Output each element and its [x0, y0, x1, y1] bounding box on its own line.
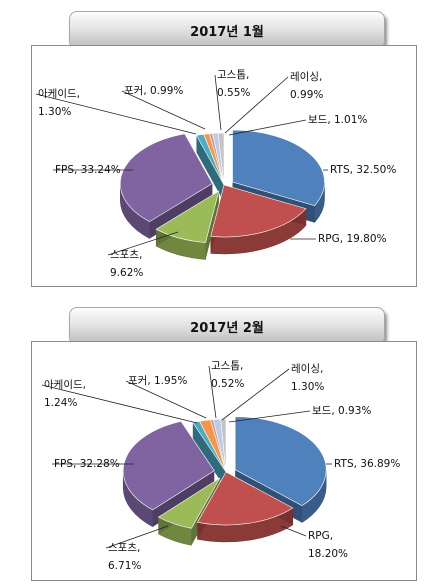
chart-panel-feb: 2017년 2월 RTS, 36.89% RPG, 18.20% 스포츠, 6.71% F…	[0, 293, 427, 586]
pie-slice-0	[232, 129, 325, 206]
data-label-text: 0.55%	[217, 87, 250, 99]
data-label-text: 스포츠,	[110, 249, 142, 261]
pie-slice-0	[234, 416, 327, 507]
data-label: FPS, 33.24%	[53, 164, 133, 176]
data-label-text: 아케이드,	[38, 88, 80, 100]
data-label: 보드, 0.93%	[228, 405, 371, 423]
pie-slice-2	[155, 190, 220, 243]
chart-title-feb: 2017년 2월	[69, 307, 385, 345]
data-label-text: 레이싱,	[291, 363, 323, 375]
data-label-text: 18.20%	[308, 548, 348, 560]
data-label: 포커, 0.99%	[121, 85, 206, 130]
chart-title-jan: 2017년 1월	[69, 11, 385, 49]
labels: RTS, 36.89% RPG, 18.20% 스포츠, 6.71% FPS, 32.28…	[41, 360, 400, 572]
data-label: RTS, 36.89%	[326, 458, 400, 470]
data-label-text: RPG, 19.80%	[318, 233, 386, 245]
data-label-text: 보드, 1.01%	[308, 114, 367, 126]
chart-panel-jan: 2017년 1월 RTS, 32.50% RPG, 19.80% 스포츠, 9.62%…	[31, 11, 417, 287]
data-label: RPG, 19.80%	[290, 233, 386, 245]
data-label-text: 9.62%	[110, 267, 143, 279]
data-label-text: 아케이드,	[44, 379, 86, 391]
pie-chart-jan: RTS, 32.50% RPG, 19.80% 스포츠, 9.62% FPS, 33.2…	[35, 69, 396, 279]
data-label: 아케이드, 1.30%	[35, 88, 197, 135]
data-label-text: 1.30%	[38, 106, 71, 118]
data-label-text: RTS, 36.89%	[334, 458, 400, 470]
data-label: 보드, 1.01%	[228, 114, 367, 136]
data-label: RPG, 18.20%	[280, 525, 348, 560]
data-label: 레이싱, 1.30%	[221, 363, 324, 421]
data-label-text: 6.71%	[108, 560, 141, 572]
data-label-text: 스포츠,	[108, 542, 140, 554]
pie-slice-2	[157, 477, 221, 529]
slices	[120, 129, 325, 260]
pie-chart-feb: RTS, 36.89% RPG, 18.20% 스포츠, 6.71% FPS, 32.28…	[41, 360, 400, 572]
data-label: FPS, 32.28%	[52, 458, 134, 470]
data-label-text: 고스톱,	[211, 360, 243, 372]
data-label-text: RTS, 32.50%	[330, 164, 396, 176]
data-label: 스포츠, 6.71%	[105, 525, 169, 572]
data-label: 스포츠, 9.62%	[107, 231, 179, 279]
data-label: 고스톱, 0.55%	[214, 69, 250, 131]
data-label-text: FPS, 32.28%	[54, 458, 120, 470]
pie-slice-1	[210, 184, 307, 238]
data-label-text: RPG,	[308, 530, 333, 542]
pie-slice-3	[122, 421, 215, 511]
data-label-text: 보드, 0.93%	[312, 405, 371, 417]
labels: RTS, 32.50% RPG, 19.80% 스포츠, 9.62% FPS, 33.2…	[35, 69, 396, 279]
data-label-text: FPS, 33.24%	[55, 164, 121, 176]
data-label-text: 1.24%	[44, 397, 77, 409]
slices	[122, 416, 327, 546]
data-label-text: 고스톱,	[217, 69, 249, 81]
data-label-text: 1.30%	[291, 381, 324, 393]
pie-slice-3	[120, 133, 213, 222]
data-label: RTS, 32.50%	[323, 164, 396, 176]
data-label: 아케이드, 1.24%	[41, 379, 198, 424]
data-label-text: 0.52%	[211, 378, 244, 390]
data-label-text: 레이싱,	[290, 71, 322, 83]
data-label: 포커, 1.95%	[125, 375, 207, 419]
pie-slice-1	[196, 471, 294, 526]
data-label-text: 포커, 0.99%	[124, 85, 183, 97]
data-label-text: 0.99%	[290, 89, 323, 101]
data-label: 고스톱, 0.52%	[208, 360, 244, 419]
data-label: 레이싱, 0.99%	[224, 71, 323, 134]
data-label-text: 포커, 1.95%	[128, 375, 187, 387]
pie-slice-8	[217, 132, 225, 186]
